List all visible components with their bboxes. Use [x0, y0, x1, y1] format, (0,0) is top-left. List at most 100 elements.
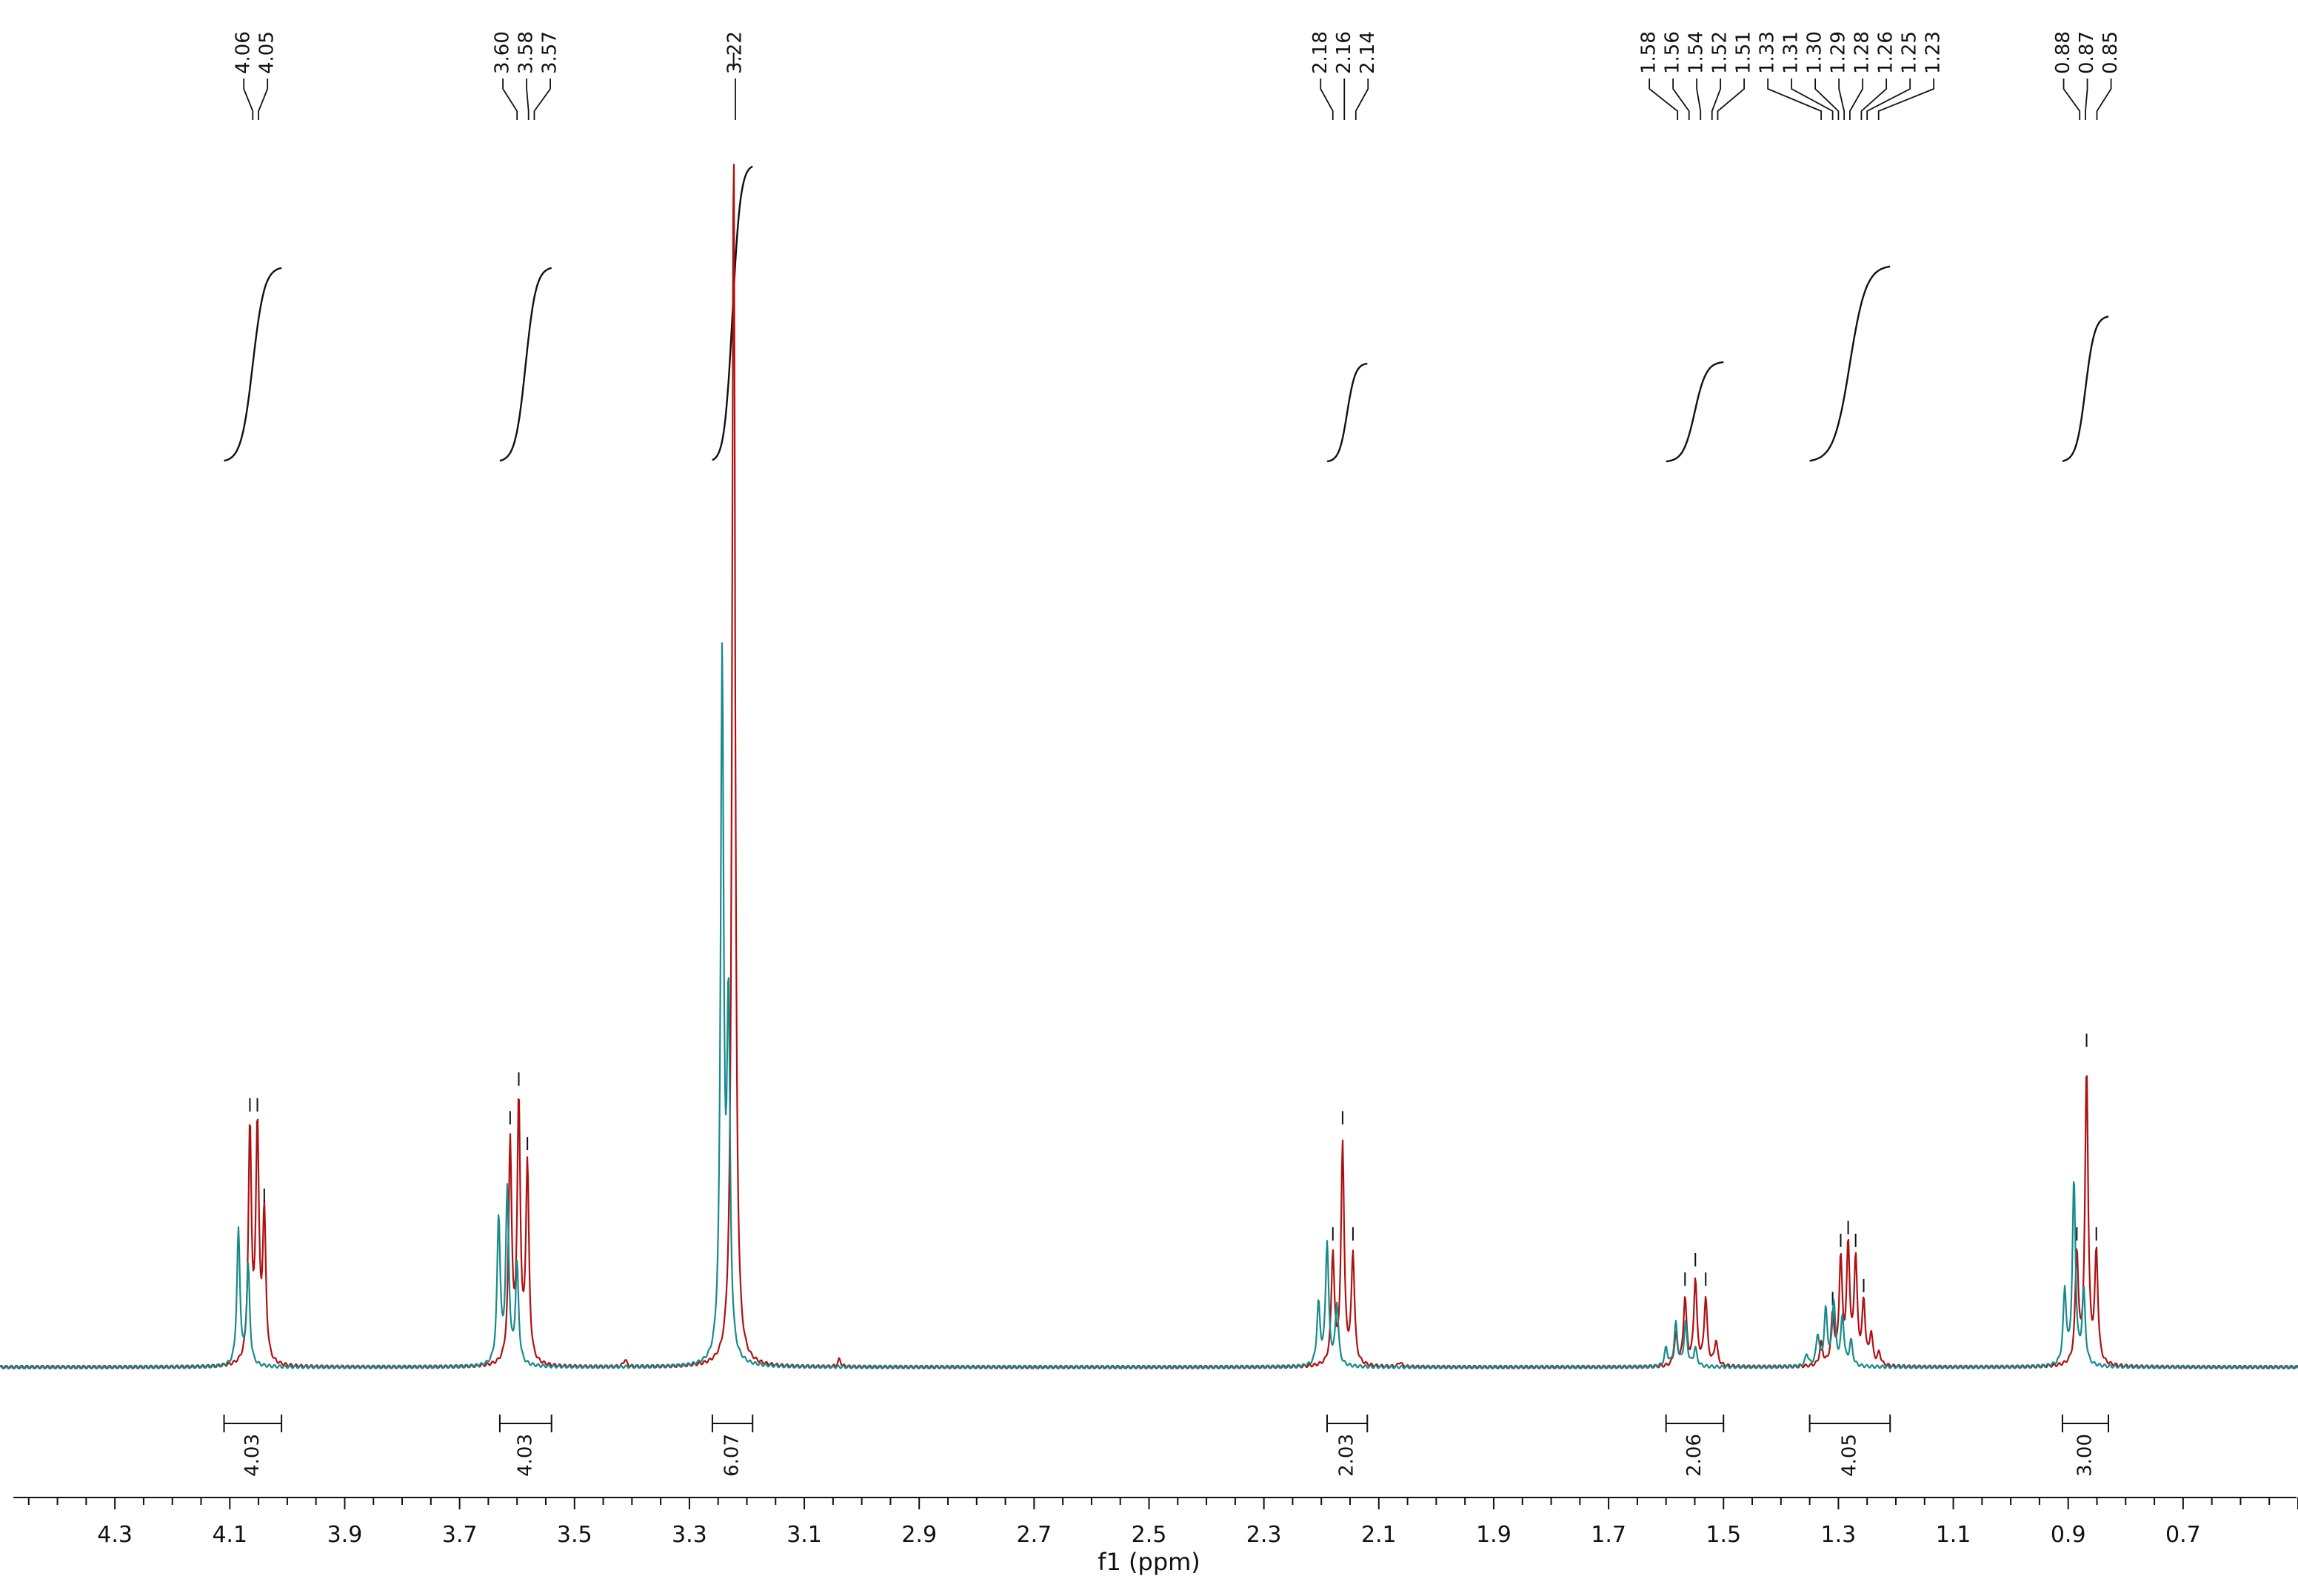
- peak-label-connector: [2062, 79, 2081, 120]
- peak-label: 1.31: [1780, 31, 1803, 74]
- x-axis: 4.3 4.1 3.9 3.7 3.5 3.3 3.1 2.9 2.7 2.5 2.3 2.1 1.9 1…: [13, 1497, 2298, 1548]
- peak-label: 1.23: [1923, 31, 1945, 74]
- integral-bracket: 4.05: [1808, 1415, 1891, 1477]
- integral-bracket-layer: 4.03 4.03 6.07 2.03 2.06 4.05 3.00: [223, 1415, 2110, 1477]
- peak-label-connector: [526, 79, 530, 120]
- integral-bracket: 2.03: [1326, 1415, 1369, 1477]
- peak-label: 1.51: [1733, 31, 1755, 74]
- x-axis-tick-label: 1.3: [1821, 1522, 1857, 1548]
- peak-label-connector: [1866, 79, 1911, 120]
- peak-label-connector: [2085, 79, 2088, 120]
- x-axis-title: f1 (ppm): [1098, 1548, 1200, 1576]
- peak-label-group: 0.88 0.87 0.85: [2052, 31, 2122, 120]
- integral-value-label: 2.06: [1683, 1434, 1706, 1477]
- integral-curve: [1666, 361, 1724, 463]
- peak-label: 1.29: [1828, 31, 1850, 74]
- peak-label-connector: [1711, 79, 1722, 120]
- integral-value-label: 4.03: [241, 1434, 264, 1477]
- x-axis-tick-label: 2.3: [1246, 1522, 1282, 1548]
- peak-label-group: 4.06 4.05: [233, 31, 278, 120]
- peak-label: 1.58: [1638, 31, 1660, 74]
- peak-label-connector: [1860, 79, 1888, 120]
- x-axis-tick-label: 3.7: [442, 1522, 478, 1548]
- integral-bracket: 4.03: [223, 1415, 283, 1477]
- peak-label: 2.14: [1357, 31, 1379, 74]
- x-axis-tick-label: 4.3: [97, 1522, 133, 1548]
- integral-bracket: 4.03: [498, 1415, 552, 1477]
- integral-bracket: 3.00: [2061, 1415, 2110, 1477]
- integral-value-label: 6.07: [721, 1434, 744, 1477]
- peak-label: 4.06: [233, 31, 255, 74]
- peak-label-connector: [1849, 79, 1864, 120]
- x-axis-tick-label: 2.5: [1132, 1522, 1167, 1548]
- peak-label-connector: [502, 79, 518, 120]
- peak-label: 0.85: [2100, 31, 2122, 74]
- peak-label: 2.16: [1333, 31, 1355, 74]
- peak-label: 1.26: [1875, 31, 1897, 74]
- x-axis-tick-label: 1.1: [1936, 1522, 1971, 1548]
- peak-label-connector: [258, 79, 269, 120]
- peak-label: 3.22: [724, 31, 746, 74]
- peak-label-connector: [1791, 79, 1834, 120]
- integral-curve-layer: [224, 165, 2109, 463]
- peak-label-connector: [1767, 79, 1823, 120]
- peak-label: 3.57: [539, 31, 561, 74]
- peak-label-group: 1.58 1.56 1.54 1.52 1.51 1.33 1.31 1.30 1.29 1.28…: [1638, 31, 1945, 120]
- integral-curve: [1326, 362, 1368, 463]
- peak-label-connector: [1877, 79, 1935, 120]
- integral-value-label: 4.03: [514, 1434, 536, 1477]
- x-axis-tick-label: 3.9: [327, 1522, 363, 1548]
- peak-label: 3.60: [492, 31, 514, 74]
- peak-label-connector: [1320, 79, 1334, 120]
- x-axis-tick-label: 0.9: [2051, 1522, 2086, 1548]
- peak-label-connector: [1717, 79, 1746, 120]
- peak-label: 1.33: [1757, 31, 1779, 74]
- integral-bracket: 2.06: [1665, 1415, 1725, 1477]
- integral-curve: [2062, 315, 2109, 462]
- peak-label-group: 3.60 3.58 3.57: [492, 31, 561, 120]
- integral-curve: [224, 267, 282, 462]
- spectrum-series-1: [0, 164, 2298, 1369]
- integral-curve: [1809, 265, 1891, 462]
- integral-value-label: 3.00: [2074, 1434, 2096, 1477]
- x-axis-tick-label: 1.5: [1706, 1522, 1741, 1548]
- peak-label: 1.28: [1851, 31, 1874, 74]
- peak-label-layer: 4.06 4.05 3.60 3.58 3.57 3.22 2.18 2.16 2.14 1.58…: [233, 31, 2122, 120]
- peak-label-connector: [1355, 79, 1369, 120]
- integral-value-label: 2.03: [1336, 1434, 1358, 1477]
- peak-label: 0.87: [2076, 31, 2098, 74]
- x-axis-tick-label: 2.7: [1016, 1522, 1052, 1548]
- x-axis-tick-label: 1.9: [1476, 1522, 1512, 1548]
- peak-label: 0.88: [2052, 31, 2074, 74]
- peak-label: 1.52: [1709, 31, 1731, 74]
- x-axis-tick-label: 2.1: [1361, 1522, 1397, 1548]
- peak-label-connector: [1649, 79, 1679, 120]
- peak-label: 1.54: [1686, 31, 1708, 74]
- peak-label-group: 2.18 2.16 2.14: [1309, 31, 1379, 120]
- peak-label-connector: [533, 79, 552, 120]
- peak-label-group: 3.22: [724, 31, 746, 120]
- x-axis-tick-label: 1.7: [1591, 1522, 1626, 1548]
- peak-label: 1.25: [1899, 31, 1921, 74]
- peak-label-connector: [1838, 79, 1846, 120]
- x-axis-tick-label: 2.9: [901, 1522, 937, 1548]
- peak-label: 1.56: [1662, 31, 1684, 74]
- peak-label: 3.58: [515, 31, 538, 74]
- peak-label-connector: [2096, 79, 2112, 120]
- x-axis-tick-label: 0.7: [2165, 1522, 2201, 1548]
- peak-label-connector: [243, 79, 254, 120]
- peak-label-connector: [1696, 79, 1702, 120]
- peak-label: 1.30: [1804, 31, 1826, 74]
- x-axis-tick-label: 3.3: [672, 1522, 707, 1548]
- peak-label: 4.05: [256, 31, 278, 74]
- integral-value-label: 4.05: [1838, 1434, 1860, 1477]
- peak-label: 2.18: [1309, 31, 1332, 74]
- x-axis-tick-label: 4.1: [212, 1522, 247, 1548]
- integral-curve: [499, 267, 552, 462]
- x-axis-tick-label: 3.1: [786, 1522, 822, 1548]
- spectrum-layer: [0, 53, 2298, 1369]
- integral-bracket: 6.07: [711, 1415, 754, 1477]
- spectrum-series-2: [0, 642, 2298, 1369]
- peak-label-connector: [1814, 79, 1840, 120]
